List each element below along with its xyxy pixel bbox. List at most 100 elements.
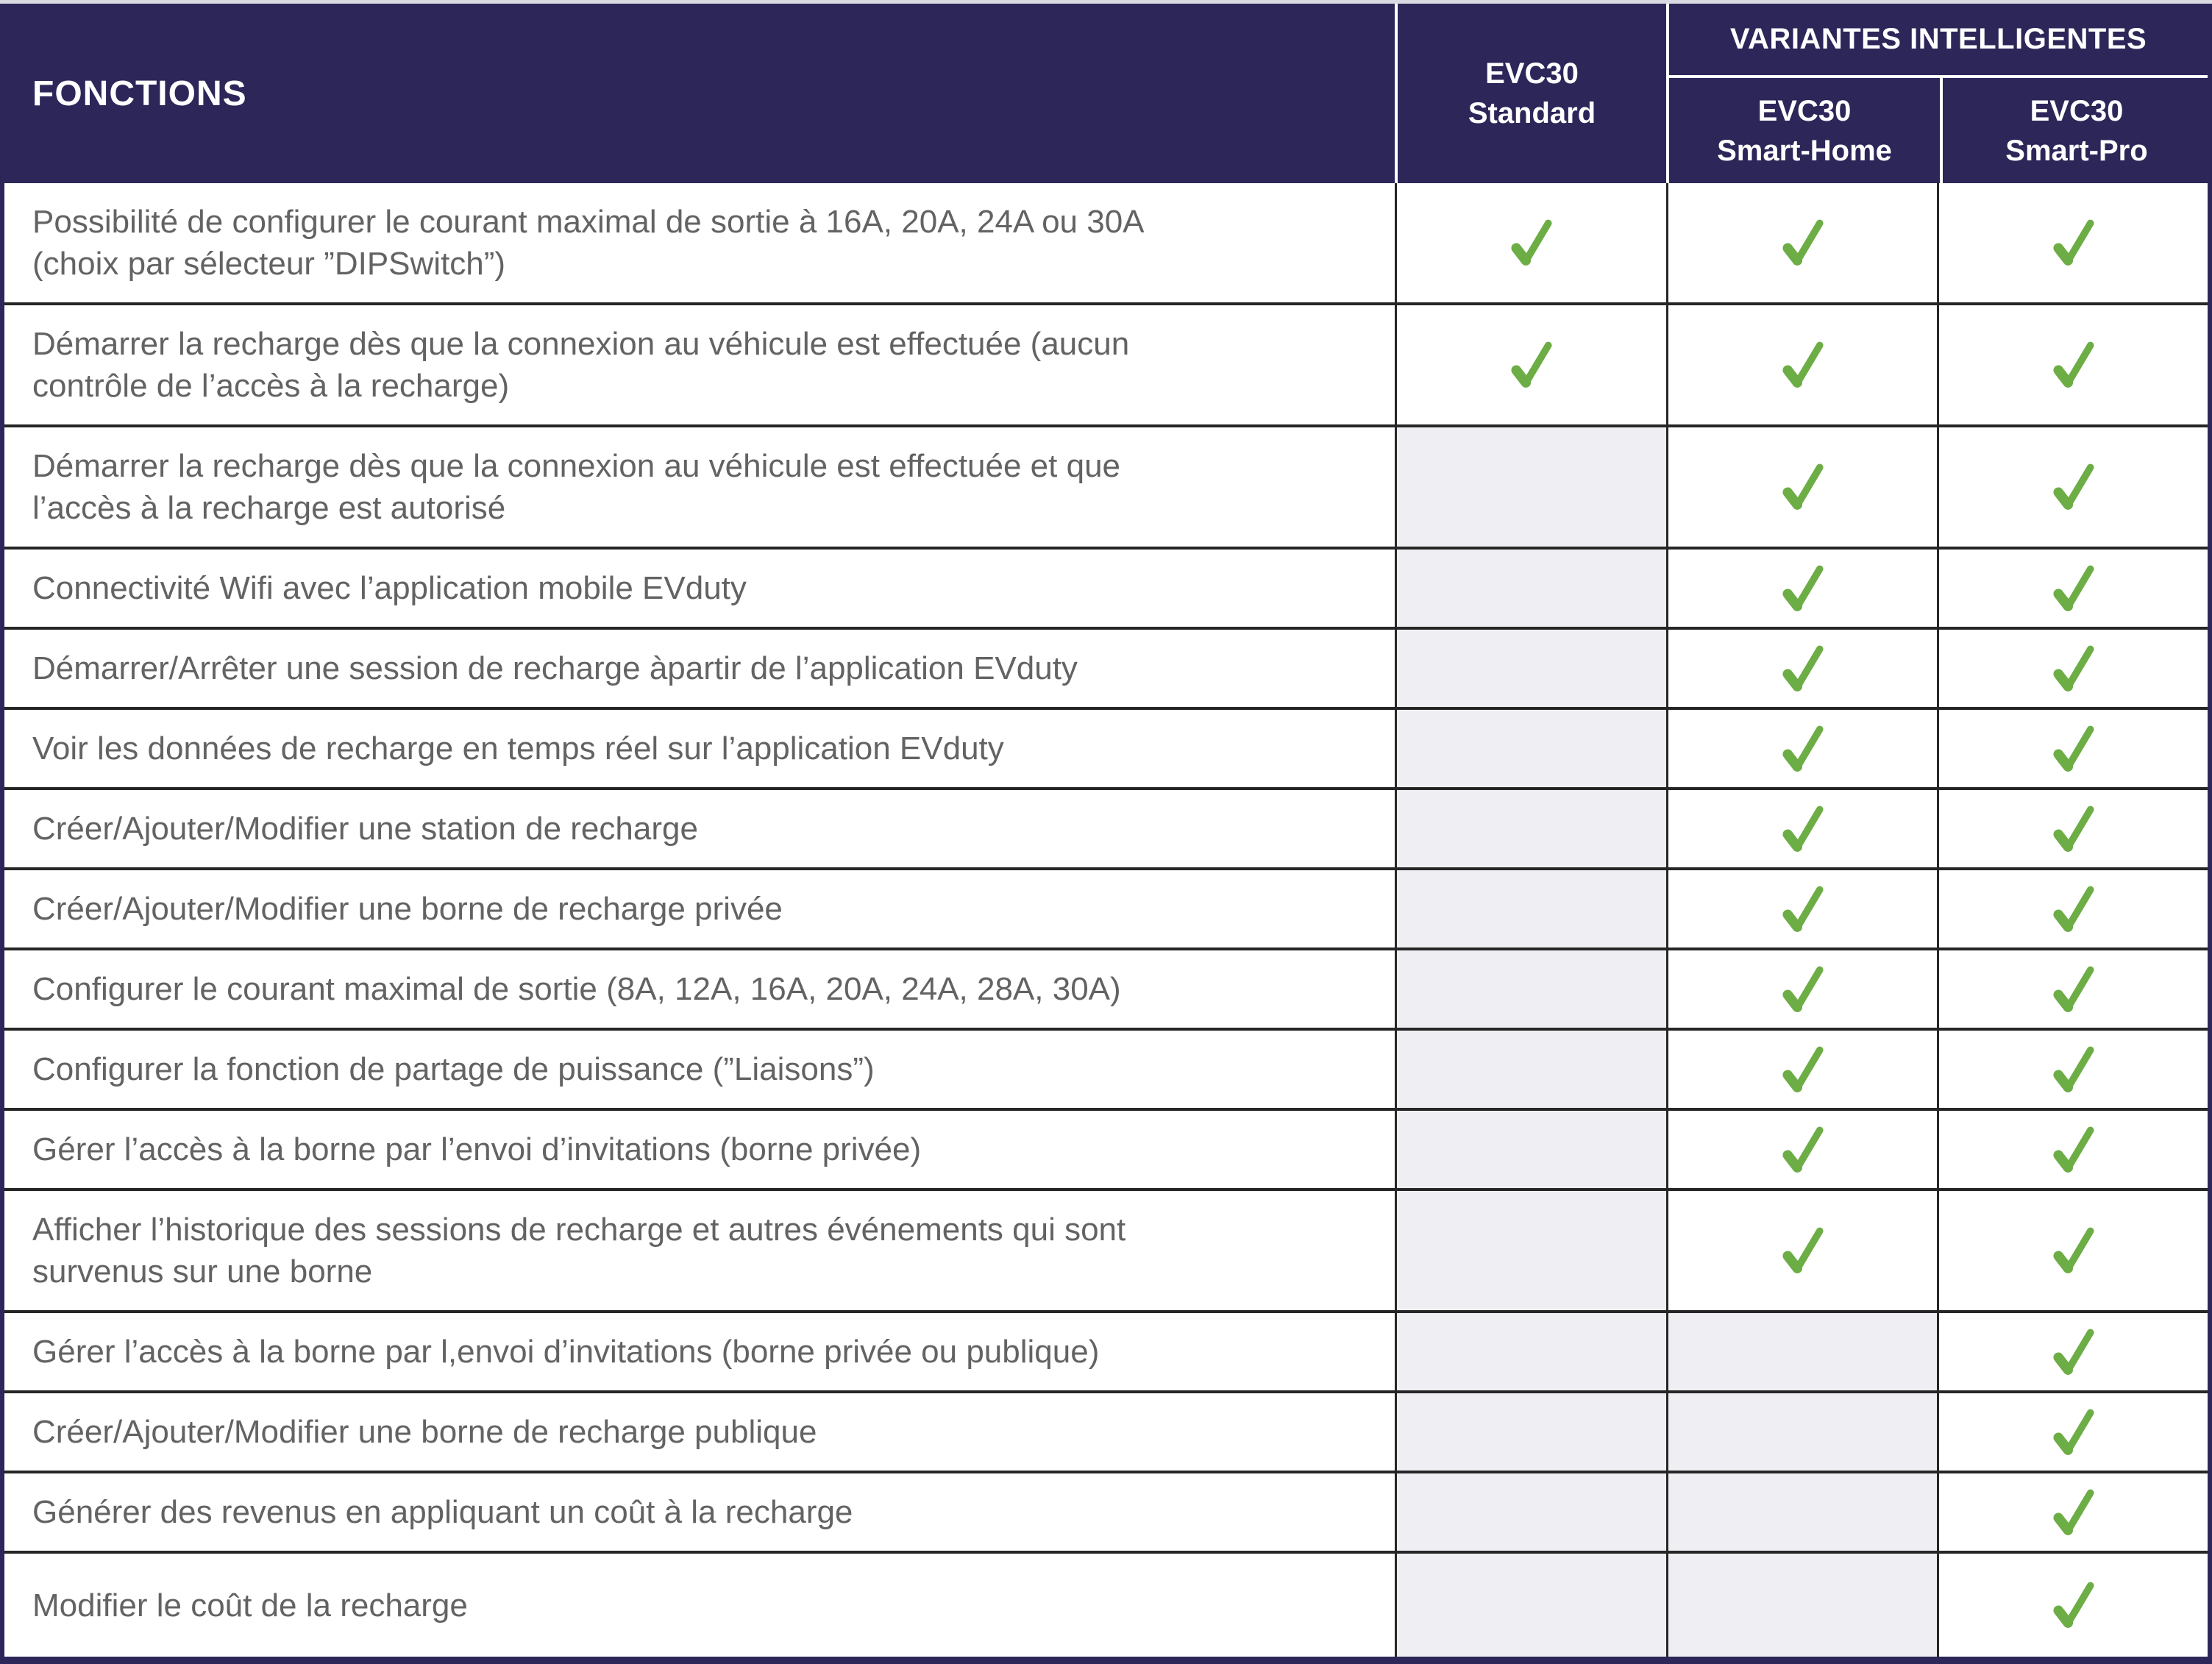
check-cell-smart-home (1666, 1554, 1937, 1657)
smart-pro-header-line2: Smart-Pro (2005, 134, 2148, 167)
check-icon (2052, 1409, 2094, 1455)
check-cell-smart-home (1666, 183, 1937, 302)
variants-title: VARIANTES INTELLIGENTES (1729, 23, 2147, 55)
check-icon (1782, 806, 1824, 852)
table-row: Générer des revenus en appliquant un coû… (4, 1471, 2208, 1551)
check-cell-smart-home (1666, 790, 1937, 867)
feature-cell: Gérer l’accès à la borne par l,envoi d’i… (4, 1313, 1395, 1390)
check-icon (2052, 966, 2094, 1012)
feature-text: Afficher l’historique des sessions de re… (32, 1212, 1126, 1290)
check-cell-smart-home (1666, 305, 1937, 424)
variants-title-band: VARIANTES INTELLIGENTES (1669, 4, 2208, 78)
check-icon (2052, 725, 2094, 772)
feature-cell: Générer des revenus en appliquant un coû… (4, 1473, 1395, 1551)
check-cell-standard (1395, 1393, 1666, 1471)
check-icon (2052, 645, 2094, 691)
check-cell-smart-home (1666, 1111, 1937, 1188)
feature-text: Voir les données de recharge en temps ré… (32, 730, 1004, 767)
feature-text: Démarrer la recharge dès que la connexio… (32, 326, 1130, 404)
feature-cell: Créer/Ajouter/Modifier une borne de rech… (4, 870, 1395, 947)
check-icon (2052, 1227, 2094, 1273)
feature-text: Créer/Ajouter/Modifier une station de re… (32, 811, 698, 847)
smart-home-header-line1: EVC30 (1757, 94, 1852, 127)
table-row: Démarrer/Arrêter une session de recharge… (4, 627, 2208, 707)
check-cell-smart-home (1666, 427, 1937, 547)
check-cell-smart-pro (1937, 790, 2208, 867)
feature-text: Générer des revenus en appliquant un coû… (32, 1494, 853, 1530)
check-cell-standard (1395, 183, 1666, 302)
check-icon (2052, 1582, 2094, 1628)
check-cell-standard (1395, 1554, 1666, 1657)
smart-variants-header-group: VARIANTES INTELLIGENTES EVC30 Smart-Home… (1666, 4, 2208, 183)
check-icon (1782, 219, 1824, 266)
feature-cell: Modifier le coût de la recharge (4, 1554, 1395, 1657)
table-row: Gérer l’accès à la borne par l’envoi d’i… (4, 1108, 2208, 1188)
feature-text: Créer/Ajouter/Modifier une borne de rech… (32, 1414, 817, 1450)
check-cell-smart-pro (1937, 1031, 2208, 1108)
check-cell-smart-pro (1937, 1554, 2208, 1657)
table-row: Créer/Ajouter/Modifier une borne de rech… (4, 1390, 2208, 1471)
check-cell-smart-home (1666, 710, 1937, 787)
table-row: Possibilité de configurer le courant max… (4, 183, 2208, 302)
smart-pro-header-line1: EVC30 (2030, 94, 2124, 127)
check-cell-smart-home (1666, 1191, 1937, 1310)
check-icon (1782, 341, 1824, 388)
check-icon (2052, 1489, 2094, 1535)
check-cell-standard (1395, 305, 1666, 424)
table-row: Démarrer la recharge dès que la connexio… (4, 424, 2208, 547)
feature-cell: Configurer la fonction de partage de pui… (4, 1031, 1395, 1108)
check-icon (1782, 565, 1824, 611)
check-icon (1511, 341, 1552, 388)
check-cell-smart-pro (1937, 305, 2208, 424)
check-icon (2052, 463, 2094, 510)
check-cell-smart-pro (1937, 183, 2208, 302)
table-row: Connectivité Wifi avec l’application mob… (4, 547, 2208, 627)
feature-cell: Démarrer la recharge dès que la connexio… (4, 427, 1395, 547)
check-icon (1782, 1126, 1824, 1173)
check-icon (2052, 1046, 2094, 1092)
check-icon (1782, 463, 1824, 510)
feature-cell: Connectivité Wifi avec l’application mob… (4, 550, 1395, 627)
check-cell-standard (1395, 1313, 1666, 1390)
feature-text: Créer/Ajouter/Modifier une borne de rech… (32, 891, 783, 927)
fonctions-header-cell: FONCTIONS (4, 4, 1395, 183)
check-cell-smart-home (1666, 1313, 1937, 1390)
feature-text: Gérer l’accès à la borne par l,envoi d’i… (32, 1334, 1100, 1370)
check-icon (1782, 645, 1824, 691)
standard-header-line2: Standard (1468, 97, 1596, 129)
feature-text: Démarrer/Arrêter une session de recharge… (32, 650, 1078, 686)
check-cell-standard (1395, 1031, 1666, 1108)
feature-cell: Créer/Ajouter/Modifier une station de re… (4, 790, 1395, 867)
table-row: Gérer l’accès à la borne par l,envoi d’i… (4, 1310, 2208, 1390)
table-row: Modifier le coût de la recharge (4, 1551, 2208, 1657)
check-icon (2052, 806, 2094, 852)
check-cell-standard (1395, 550, 1666, 627)
table-row: Créer/Ajouter/Modifier une borne de rech… (4, 867, 2208, 947)
smart-home-header-cell: EVC30 Smart-Home (1669, 78, 1940, 183)
check-icon (2052, 219, 2094, 266)
check-icon (1782, 1227, 1824, 1273)
check-cell-standard (1395, 710, 1666, 787)
check-cell-smart-pro (1937, 1191, 2208, 1310)
check-cell-smart-pro (1937, 550, 2208, 627)
check-cell-smart-home (1666, 870, 1937, 947)
table-row: Configurer le courant maximal de sortie … (4, 947, 2208, 1028)
check-cell-smart-pro (1937, 630, 2208, 707)
check-cell-smart-pro (1937, 870, 2208, 947)
check-cell-smart-home (1666, 950, 1937, 1028)
feature-cell: Créer/Ajouter/Modifier une borne de rech… (4, 1393, 1395, 1471)
table-header: FONCTIONS EVC30 Standard VARIANTES INTEL… (4, 4, 2208, 183)
feature-cell: Configurer le courant maximal de sortie … (4, 950, 1395, 1028)
check-cell-smart-home (1666, 550, 1937, 627)
table-row: Configurer la fonction de partage de pui… (4, 1028, 2208, 1108)
check-icon (2052, 1329, 2094, 1375)
check-cell-standard (1395, 950, 1666, 1028)
feature-cell: Démarrer la recharge dès que la connexio… (4, 305, 1395, 424)
check-cell-smart-home (1666, 630, 1937, 707)
feature-cell: Possibilité de configurer le courant max… (4, 183, 1395, 302)
check-cell-smart-pro (1937, 427, 2208, 547)
feature-text: Configurer la fonction de partage de pui… (32, 1051, 875, 1087)
feature-cell: Afficher l’historique des sessions de re… (4, 1191, 1395, 1310)
table-body: Possibilité de configurer le courant max… (4, 183, 2208, 1657)
